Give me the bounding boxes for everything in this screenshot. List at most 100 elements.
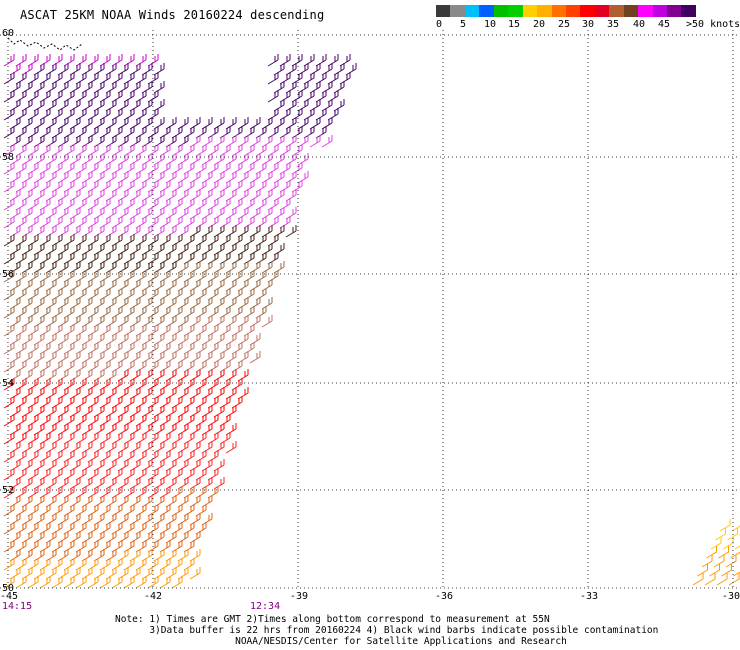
wind-barb (285, 171, 297, 184)
wind-barb (171, 504, 183, 517)
wind-barb (123, 576, 135, 589)
wind-barb (45, 531, 57, 544)
wind-barb (123, 414, 135, 427)
wind-barb (99, 504, 111, 517)
wind-barb (207, 486, 219, 499)
wind-barb (93, 81, 105, 94)
wind-barb (45, 279, 57, 292)
wind-barb (33, 81, 45, 94)
wind-barb (165, 171, 177, 184)
wind-barb (117, 279, 129, 292)
wind-barb (207, 288, 219, 301)
wind-barb (267, 108, 279, 121)
wind-barb (219, 252, 231, 265)
wind-barb (195, 126, 207, 139)
wind-barb (111, 126, 123, 139)
wind-barb (207, 270, 219, 283)
wind-barb (45, 459, 57, 472)
wind-barb (731, 525, 740, 532)
wind-barb (21, 279, 33, 292)
wind-barb (21, 207, 33, 220)
wind-barb (111, 324, 123, 337)
wind-barb (39, 378, 51, 391)
wind-barb (285, 225, 297, 238)
wind-barb (261, 297, 273, 310)
wind-barb (159, 576, 171, 589)
wind-barb (153, 243, 165, 256)
wind-barb (3, 126, 15, 139)
wind-barb (231, 180, 243, 193)
wind-barb (237, 135, 249, 148)
wind-barb (99, 72, 111, 85)
wind-barb (45, 351, 57, 364)
wind-barb (45, 405, 57, 418)
wind-barb (279, 162, 291, 175)
wind-barb (69, 369, 81, 382)
wind-barb (69, 333, 81, 346)
wind-barb (141, 459, 153, 472)
wind-barb (15, 342, 27, 355)
wind-barb (165, 153, 177, 166)
wind-barb (33, 369, 45, 382)
wind-barb (51, 576, 63, 589)
wind-barb (51, 234, 63, 247)
wind-barb (285, 135, 297, 148)
wind-barb (15, 360, 27, 373)
wind-barb (105, 225, 117, 238)
wind-barb (21, 243, 33, 256)
legend-swatch (537, 5, 552, 17)
wind-barb (87, 90, 99, 103)
wind-barb (111, 144, 123, 157)
wind-barb (249, 207, 261, 220)
wind-barb (195, 396, 207, 409)
wind-barb (99, 198, 111, 211)
wind-barb (728, 573, 740, 586)
legend-label: 35 (607, 19, 620, 30)
wind-barb (123, 72, 135, 85)
latitude-label: 58 (2, 152, 14, 163)
wind-barb (39, 288, 51, 301)
wind-barb (33, 189, 45, 202)
wind-barb (153, 171, 165, 184)
wind-barb (15, 216, 27, 229)
wind-barb (715, 528, 726, 541)
wind-barb (99, 288, 111, 301)
wind-barb (135, 468, 147, 481)
wind-barb (243, 306, 255, 319)
wind-barb (727, 528, 738, 541)
wind-barb (135, 576, 147, 589)
wind-barb (297, 63, 309, 76)
wind-barb (129, 567, 141, 580)
wind-barb (21, 423, 33, 436)
wind-barb (201, 297, 213, 310)
wind-barb (57, 495, 69, 508)
wind-barb (99, 378, 111, 391)
wind-barb (63, 450, 75, 463)
wind-barb (165, 531, 177, 544)
wind-barb (117, 117, 129, 130)
wind-barb (141, 63, 153, 76)
wind-barb (273, 243, 285, 256)
wind-barb (183, 144, 195, 157)
wind-barb (21, 315, 33, 328)
wind-barb (63, 198, 75, 211)
wind-barb (87, 234, 99, 247)
wind-barb (159, 162, 171, 175)
wind-barb (333, 99, 345, 112)
wind-barb (719, 519, 731, 532)
wind-barb (123, 378, 135, 391)
wind-barb (87, 558, 99, 571)
wind-barb (159, 216, 171, 229)
wind-barb (327, 108, 339, 121)
wind-barb (123, 540, 135, 553)
wind-barb (213, 153, 225, 166)
wind-barb (225, 189, 237, 202)
wind-barb (117, 513, 129, 526)
wind-barb (3, 396, 15, 409)
wind-barb (9, 63, 21, 76)
wind-barb (213, 171, 225, 184)
wind-barb (147, 108, 159, 121)
wind-barb (51, 162, 63, 175)
wind-barb (99, 432, 111, 445)
wind-barb (93, 351, 105, 364)
